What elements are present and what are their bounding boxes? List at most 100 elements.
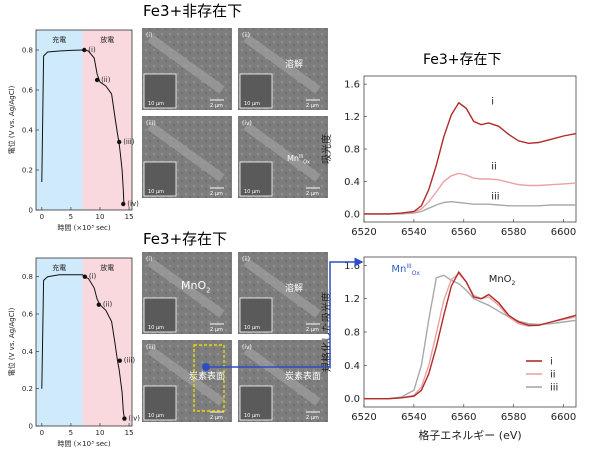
sem-inset-scale: 10 µm [244, 413, 260, 419]
sem-inset-scale: 10 µm [148, 413, 164, 419]
point-label: (iv) [127, 200, 139, 208]
sem-inset-scale: 10 µm [244, 325, 260, 331]
plot-frame [363, 256, 577, 408]
heading-xas: Fe3+存在下 [423, 52, 502, 68]
y-tick-label: 1.2 [344, 112, 360, 123]
sem-main-scale: 2 µm [306, 103, 319, 109]
point-label: (i) [88, 46, 96, 54]
discharge-region [82, 30, 132, 210]
sem-annotation: 炭素表面 [189, 370, 225, 382]
sem-inset [239, 73, 273, 109]
sample-point [94, 77, 100, 83]
x-tick-label: 6520 [351, 227, 376, 238]
x-axis-label: 時間 (×10³ sec) [57, 224, 111, 232]
sem-panel-label: (ii) [242, 256, 250, 263]
sem-panel-label: (iii) [146, 120, 156, 127]
heading-no-fe: Fe3+非存在下 [143, 2, 242, 20]
legend-label: i [550, 357, 553, 368]
discharge-label: 放電 [100, 35, 114, 44]
sem-main-scale: 2 µm [306, 191, 319, 197]
y-tick-label: 0.4 [344, 177, 360, 188]
charge-label: 充電 [52, 263, 66, 272]
x-tick-label: 6600 [551, 227, 576, 238]
x-tick-label: 10 [96, 429, 105, 437]
plot-frame [35, 29, 133, 211]
x-axis-label: 格子エネルギー (eV) [418, 428, 521, 442]
sem-main-scale: 2 µm [210, 103, 223, 109]
x-tick-label: 0 [40, 213, 44, 221]
sem-main-scale: 2 µm [210, 327, 223, 333]
xas-annotation: MnIIIOx [391, 263, 420, 277]
x-tick-label: 15 [125, 213, 134, 221]
highlight-box [193, 344, 225, 412]
sem-inset [239, 385, 273, 421]
discharge-region [82, 258, 132, 426]
sample-point [117, 358, 122, 363]
point-label: (ii) [101, 76, 111, 84]
connector-arrow [202, 257, 364, 371]
sem-inset [239, 161, 273, 197]
heading-fe: Fe3+存在下 [143, 230, 227, 248]
y-tick-label: 0.8 [22, 273, 33, 281]
y-tick-label: 0.8 [344, 328, 360, 339]
sem-image: (i) 10 µm 2 µm [142, 28, 232, 110]
sem-panel-label: (iv) [242, 344, 252, 351]
x-tick-label: 5 [69, 213, 73, 221]
discharge-label: 放電 [100, 263, 114, 272]
plot-frame [35, 257, 133, 427]
point-label: (iii) [123, 138, 135, 146]
sem-structure [243, 34, 321, 94]
y-axis-label: 電位 (V vs. Ag/AgCl) [7, 307, 16, 376]
sem-image: (iii) 10 µm 2 µm 炭素表面 [142, 340, 232, 422]
sem-structure [147, 258, 225, 318]
sem-annotation: 溶解 [285, 282, 303, 294]
y-tick-label: 0 [29, 207, 33, 215]
sem-grid-bottom: (i) 10 µm 2 µm MnO2 (ii) 10 µm 2 µm 溶解 (iii) 10 µ… [142, 252, 328, 422]
point-label: (i) [89, 273, 97, 281]
sem-annotation: 炭素表面 [285, 370, 321, 382]
sem-inset-scale: 10 µm [244, 101, 260, 107]
y-tick-label: 0.4 [22, 127, 34, 135]
x-tick-label: 6560 [451, 412, 476, 423]
sem-annotation: 溶解 [285, 58, 303, 70]
y-axis-label: 吸光度 [320, 134, 333, 164]
sample-point [82, 274, 88, 279]
x-tick-label: 0 [40, 429, 44, 437]
sem-annotation: MnIIIOx [287, 154, 310, 166]
y-tick-label: 0.6 [22, 311, 34, 319]
x-axis-label: 時間 (×10³ sec) [57, 440, 111, 448]
sample-point [96, 302, 102, 307]
y-tick-label: 0.2 [22, 167, 33, 175]
sem-panel-label: (i) [146, 32, 152, 39]
sem-main-scale: 2 µm [306, 327, 319, 333]
y-tick-label: 1.6 [344, 261, 360, 272]
sem-grid-top: (i) 10 µm 2 µm (ii) 10 µm 2 µm 溶解 (iii) 10 µm 2 µ… [142, 28, 328, 198]
sem-inset-scale: 10 µm [244, 189, 260, 195]
x-tick-label: 6560 [451, 227, 476, 238]
y-axis-label: 電位 (V vs. Ag/AgCl) [7, 85, 16, 154]
y-tick-label: 1.2 [344, 294, 360, 305]
sample-point [121, 201, 126, 207]
sem-structure [243, 346, 321, 406]
x-tick-label: 6520 [351, 412, 376, 423]
sem-image: (iv) 10 µm 2 µm MnIIIOx [238, 116, 328, 198]
xas-annotation: MnO2 [489, 274, 516, 287]
sem-image: (iv) 10 µm 2 µm 炭素表面 [238, 340, 328, 422]
y-axis-label: 規格化した吸光度 [320, 292, 333, 372]
sample-point [122, 416, 127, 421]
charge-label: 充電 [52, 35, 66, 44]
sem-inset [143, 297, 177, 333]
sem-inset-scale: 10 µm [148, 325, 164, 331]
x-tick-label: 10 [96, 213, 105, 221]
x-tick-label: 6600 [551, 412, 576, 423]
series-i-line [364, 270, 577, 400]
y-tick-label: 0.4 [22, 348, 34, 356]
electrochem-panel-top: 充電 放電 (i) (ii) (iii) (iv) 0 0.2 0.4 0.6 0.8 0 5 10 15 時… [7, 29, 139, 232]
sem-structure [147, 346, 225, 406]
sem-panel-label: (ii) [242, 32, 250, 39]
sem-image: (i) 10 µm 2 µm MnO2 [142, 252, 232, 334]
sample-point [82, 47, 87, 53]
potential-curve [41, 274, 125, 419]
series-iii-line [364, 200, 576, 215]
